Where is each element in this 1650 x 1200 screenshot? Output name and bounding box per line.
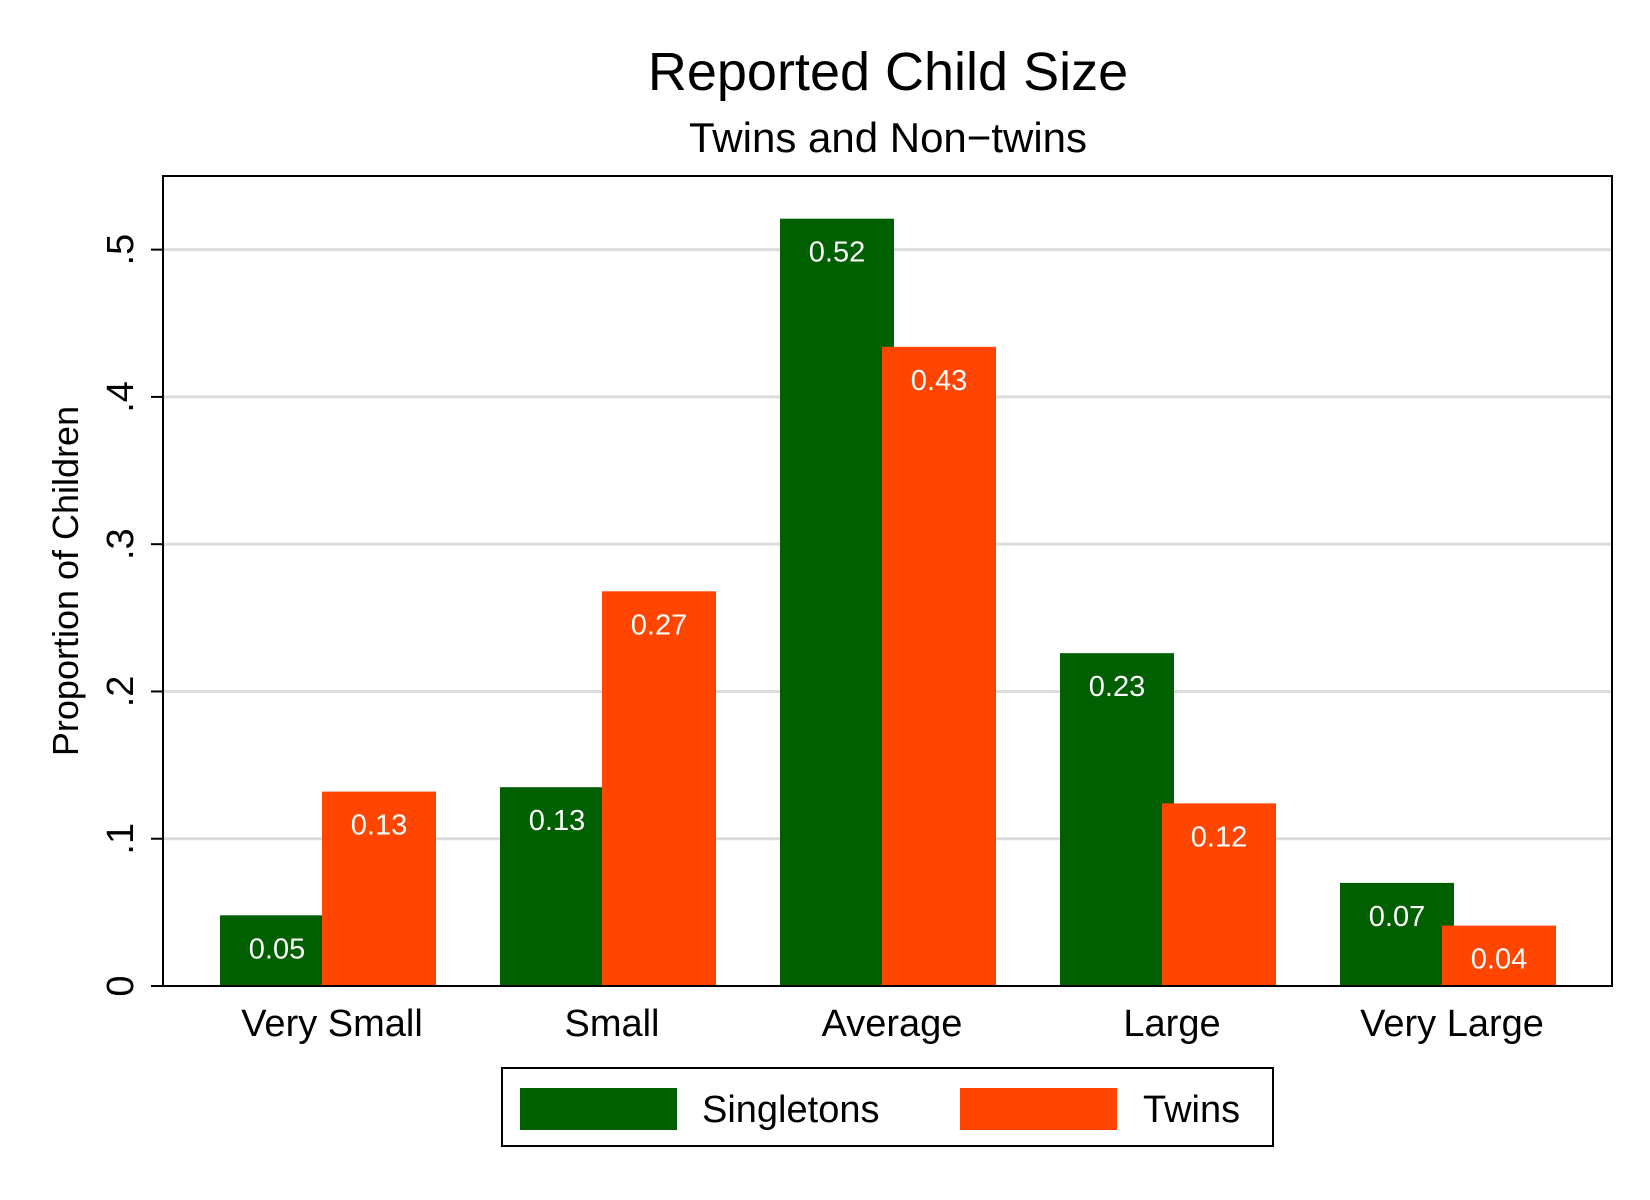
- y-axis: 0 .1 .2 .3 .4 .5: [100, 234, 163, 997]
- data-labels: 0.05 0.13 0.13 0.27 0.52 0.43 0.23 0.12 0.07 0.04: [249, 237, 1527, 976]
- bar-twins-average: [882, 346, 996, 986]
- data-label: 0.04: [1471, 944, 1527, 976]
- x-tick-label: Very Small: [241, 1003, 423, 1045]
- plot-frame: [162, 175, 1613, 987]
- data-label: 0.12: [1191, 821, 1247, 853]
- data-label: 0.13: [351, 810, 407, 842]
- bar-singletons-very-large: [1340, 882, 1454, 986]
- x-tick-label: Small: [564, 1003, 659, 1045]
- legend-label-twins: Twins: [1143, 1089, 1240, 1131]
- legend: Singletons Twins: [501, 1067, 1274, 1147]
- bar-twins-large: [1162, 803, 1276, 986]
- data-label: 0.43: [911, 365, 967, 397]
- x-tick-label: Average: [822, 1003, 963, 1045]
- bar-twins-very-small: [322, 791, 436, 986]
- y-axis-title: Proportion of Children: [45, 406, 86, 756]
- data-label: 0.13: [529, 805, 585, 837]
- bar-twins-small: [602, 591, 716, 986]
- data-label: 0.05: [249, 933, 305, 965]
- x-tick-label: Large: [1123, 1003, 1220, 1045]
- data-label: 0.23: [1089, 671, 1145, 703]
- y-tick-label: .3: [100, 528, 142, 560]
- legend-label-singletons: Singletons: [702, 1089, 879, 1131]
- bar-singletons-large: [1060, 653, 1174, 986]
- data-label: 0.27: [631, 609, 687, 641]
- y-tick-label: .4: [100, 381, 142, 413]
- y-tick-label: .2: [100, 676, 142, 708]
- y-tick-label: 0: [100, 975, 142, 996]
- bar-twins-very-large: [1442, 925, 1556, 986]
- bar-singletons-average: [780, 218, 894, 986]
- y-tick-label: .1: [100, 823, 142, 855]
- legend-swatch-twins: [960, 1088, 1117, 1130]
- x-tick-label: Very Large: [1360, 1003, 1544, 1045]
- bar-singletons-small: [500, 787, 614, 986]
- data-label: 0.07: [1369, 901, 1425, 933]
- chart-subtitle: Twins and Non−twins: [689, 114, 1087, 161]
- bar-singletons-very-small: [220, 915, 334, 986]
- legend-swatch-singletons: [520, 1088, 677, 1130]
- chart-title: Reported Child Size: [648, 42, 1128, 102]
- data-label: 0.52: [809, 237, 865, 269]
- y-tick-label: .5: [100, 234, 142, 266]
- x-axis: Very Small Small Average Large Very Large: [241, 1003, 1544, 1045]
- bars: [220, 218, 1556, 986]
